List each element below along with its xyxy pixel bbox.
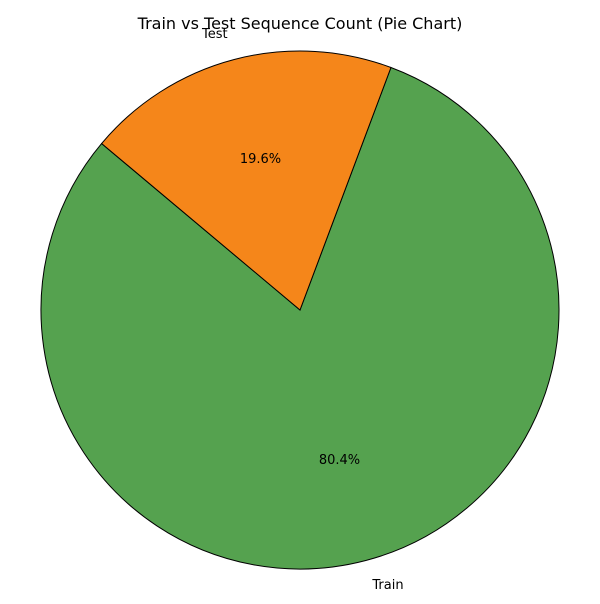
slice-label-train: Train xyxy=(371,578,403,593)
slice-percent-train: 80.4% xyxy=(319,453,360,468)
pie-slices xyxy=(40,50,560,570)
slice-percent-test: 19.6% xyxy=(240,152,281,167)
pie-slice-test xyxy=(100,50,392,311)
slice-label-test: Test xyxy=(201,27,228,42)
pie-slice-train xyxy=(40,66,560,570)
chart-title: Train vs Test Sequence Count (Pie Chart) xyxy=(137,14,463,33)
pie-labels: Train 80.4% Test 19.6% xyxy=(201,27,404,593)
